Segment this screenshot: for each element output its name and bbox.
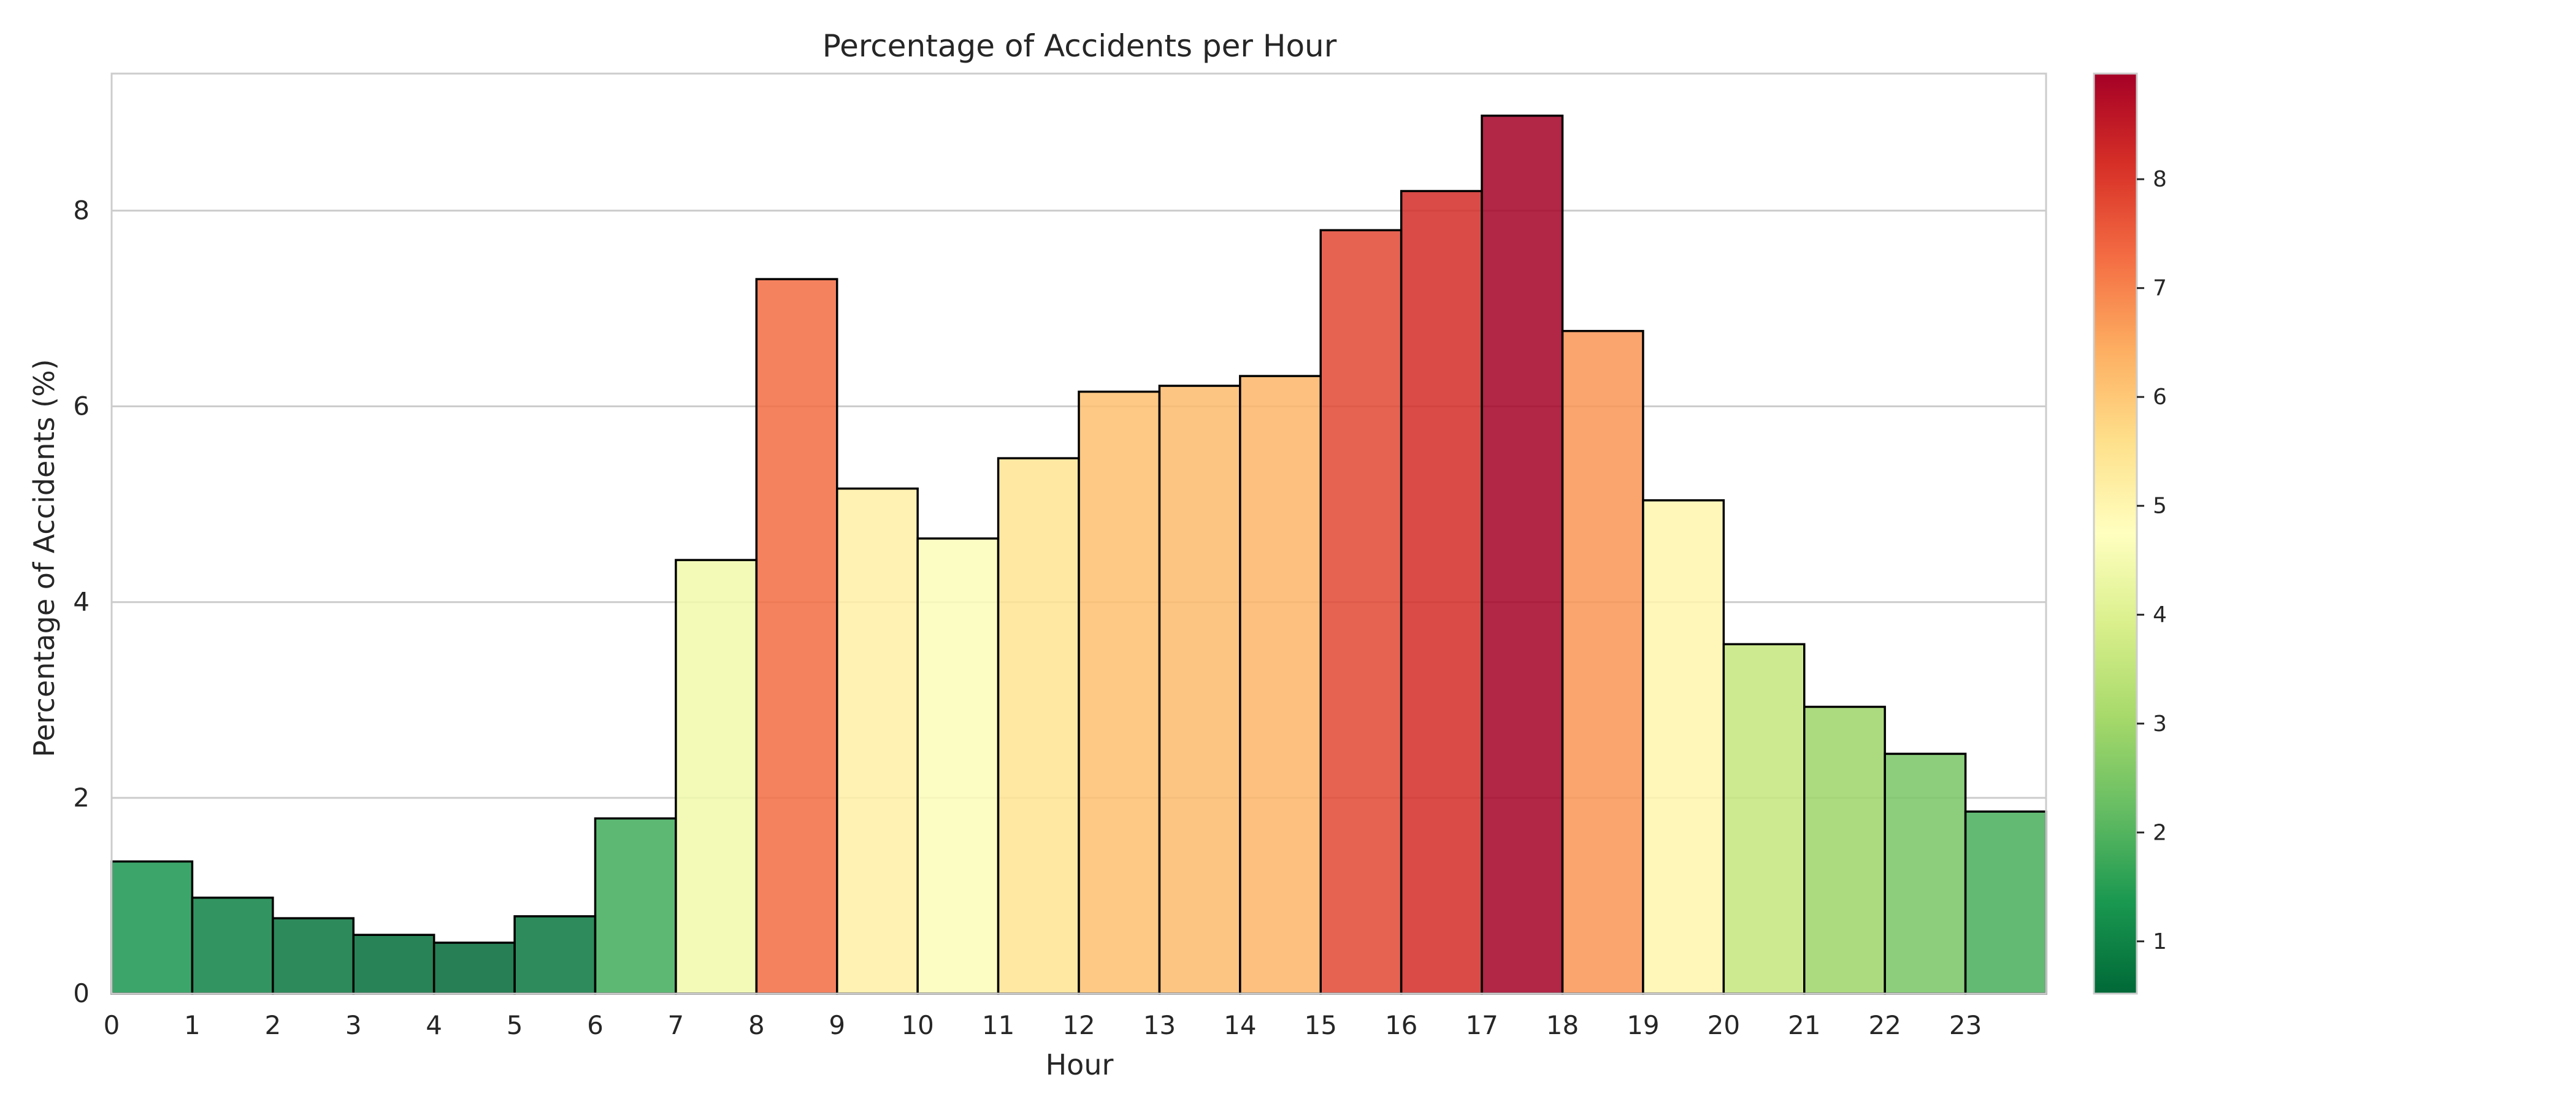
bar-hour-23 <box>1964 810 2047 995</box>
bar-hour-19 <box>1642 499 1725 995</box>
x-tick-label: 9 <box>829 1010 845 1040</box>
plot-frame <box>110 72 2047 995</box>
x-tick-label: 13 <box>1143 1010 1176 1040</box>
x-tick-label: 7 <box>668 1010 684 1040</box>
chart-title: Percentage of Accidents per Hour <box>822 28 1337 64</box>
y-tick-label: 0 <box>73 978 90 1008</box>
bar-hour-3 <box>352 933 435 995</box>
bar-hour-16 <box>1400 190 1483 995</box>
colorbar-gradient <box>2093 72 2138 995</box>
x-tick-label: 1 <box>184 1010 201 1040</box>
bar-hour-8 <box>755 278 838 995</box>
y-tick-label: 2 <box>73 783 90 813</box>
bar-hour-4 <box>432 941 516 995</box>
colorbar: 1 2 3 4 5 6 7 8 <box>2093 72 2167 995</box>
bar-hour-12 <box>1078 390 1161 995</box>
x-tick-label: 16 <box>1385 1010 1417 1040</box>
bar-hour-2 <box>272 917 355 995</box>
x-tick-label: 22 <box>1868 1010 1901 1040</box>
colorbar-tick-label: 2 <box>2153 820 2167 845</box>
colorbar-tick-label: 4 <box>2153 602 2167 627</box>
bar-hour-11 <box>997 457 1080 995</box>
bar-hour-21 <box>1803 705 1886 995</box>
colorbar-tick-label: 3 <box>2153 711 2167 737</box>
x-tick-label: 10 <box>901 1010 933 1040</box>
x-tick-label: 12 <box>1062 1010 1095 1040</box>
x-axis-label: Hour <box>1046 1048 1114 1081</box>
bar-hour-15 <box>1319 229 1403 995</box>
x-tick-label: 20 <box>1708 1010 1740 1040</box>
bar-hour-9 <box>836 487 919 995</box>
y-axis-ticks: 0 2 4 6 8 <box>73 195 90 1008</box>
x-tick-label: 4 <box>426 1010 442 1040</box>
bar-hour-20 <box>1722 643 1806 995</box>
y-axis-label: Percentage of Accidents (%) <box>28 359 61 757</box>
x-tick-label: 15 <box>1305 1010 1337 1040</box>
bars <box>110 114 2047 995</box>
y-tick-label: 8 <box>73 195 90 225</box>
y-tick-label: 6 <box>73 391 90 421</box>
bar-hour-0 <box>110 860 194 995</box>
colorbar-tick-label: 8 <box>2153 167 2167 192</box>
bar-hour-18 <box>1561 329 1644 995</box>
colorbar-tick-label: 7 <box>2153 276 2167 301</box>
x-tick-label: 17 <box>1465 1010 1498 1040</box>
x-tick-label: 0 <box>104 1010 120 1040</box>
x-tick-label: 3 <box>345 1010 362 1040</box>
colorbar-tick-label: 1 <box>2153 929 2167 954</box>
bar-hour-10 <box>916 537 1000 995</box>
x-tick-label: 2 <box>264 1010 281 1040</box>
x-tick-label: 5 <box>507 1010 523 1040</box>
bar-hour-17 <box>1481 114 1564 995</box>
colorbar-tick-label: 6 <box>2153 385 2167 410</box>
colorbar-ticks: 1 2 3 4 5 6 7 8 <box>2137 167 2167 954</box>
bar-hour-7 <box>675 559 758 995</box>
bar-hour-22 <box>1884 753 1967 995</box>
x-tick-label: 11 <box>982 1010 1014 1040</box>
bar-hour-1 <box>191 896 274 995</box>
bar-hour-13 <box>1158 385 1241 995</box>
x-tick-label: 21 <box>1788 1010 1820 1040</box>
x-tick-label: 23 <box>1949 1010 1982 1040</box>
x-tick-label: 18 <box>1546 1010 1579 1040</box>
x-axis-ticks: 0 1 2 3 4 5 6 7 8 9 10 11 12 13 14 15 16 17 18 19 20 21 22 23 <box>104 1010 1982 1040</box>
x-tick-label: 14 <box>1224 1010 1256 1040</box>
bar-hour-14 <box>1239 375 1322 995</box>
y-tick-label: 4 <box>73 587 90 617</box>
x-tick-label: 6 <box>587 1010 604 1040</box>
bar-hour-5 <box>513 915 597 995</box>
x-tick-label: 19 <box>1627 1010 1659 1040</box>
colorbar-tick-label: 5 <box>2153 494 2167 519</box>
x-tick-label: 8 <box>748 1010 765 1040</box>
bar-hour-6 <box>594 817 677 995</box>
